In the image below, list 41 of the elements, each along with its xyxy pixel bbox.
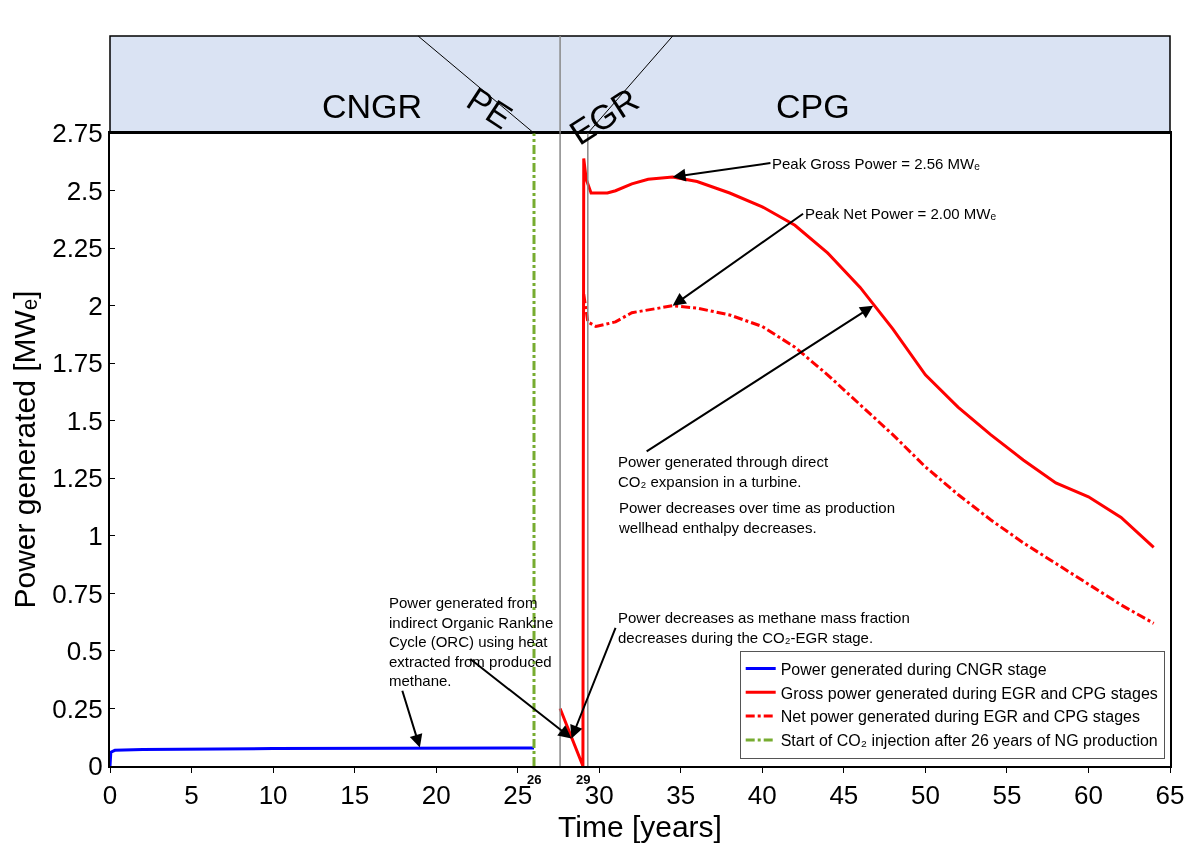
- line-series: [558, 157, 1156, 766]
- x-tick-label: 55: [992, 780, 1022, 811]
- x-tick-label: 15: [340, 780, 370, 811]
- y-tick-label: 0.5: [66, 636, 103, 667]
- line-series: [110, 746, 536, 766]
- annotation: PE: [460, 79, 520, 137]
- x-tick-label: 10: [258, 780, 288, 811]
- y-tick-label: 1: [88, 520, 103, 551]
- annotation: Power decreases as methane mass fraction decreases during the CO₂-EGR stage.: [618, 609, 910, 646]
- y-tick-label: 2.75: [52, 118, 103, 149]
- y-axis-title: Power generated [MWₑ]: [7, 290, 41, 609]
- x-axis-title: Time [years]: [558, 810, 722, 844]
- legend-label: Start of CO₂ injection after 26 years of NG production: [780, 732, 1158, 750]
- x-tick-label: 35: [666, 780, 696, 811]
- y-tick-label: 2: [88, 290, 103, 321]
- annotation: Power generated through direct CO₂ expansion in a turbine.: [618, 453, 829, 490]
- annotation: Peak Gross Power = 2.56 MWₑ: [772, 155, 981, 172]
- y-tick-label: 1.5: [66, 405, 103, 436]
- x-tick-label: 20: [421, 780, 451, 811]
- x-tick-label: 45: [829, 780, 859, 811]
- x-tick-label: 65: [1155, 780, 1185, 811]
- text: CNGR: [322, 87, 423, 125]
- x-tick-label: 5: [184, 780, 199, 811]
- x-tick-label: 40: [747, 780, 777, 811]
- y-tick-label: 1.25: [52, 463, 103, 494]
- legend-label: Gross power generated during EGR and CPG stages: [780, 684, 1158, 702]
- annotation: EGR: [562, 80, 646, 153]
- x-tick-label: 60: [1074, 780, 1103, 811]
- legend-label: Net power generated during EGR and CPG stages: [780, 708, 1141, 726]
- x-tick-label: 50: [910, 780, 940, 811]
- y-tick-label: 0.75: [52, 578, 103, 609]
- text: CPG: [776, 87, 850, 125]
- y-tick-label: 2.5: [66, 175, 103, 206]
- y-tick-label: 0: [88, 751, 103, 782]
- annotation: Power generated from indirect Organic Rankine Cycle (ORC) using heat extracted from produced methane.: [389, 594, 554, 689]
- legend-label: Power generated during CNGR stage: [780, 660, 1047, 678]
- y-tick-label: 0.25: [52, 693, 103, 724]
- y-tick-label: 1.75: [52, 348, 103, 379]
- annotation: Power decreases over time as production wellhead enthalpy decreases.: [618, 499, 895, 536]
- y-tick-label: 2.25: [52, 233, 103, 264]
- annotation: Peak Net Power = 2.00 MWₑ: [805, 205, 997, 222]
